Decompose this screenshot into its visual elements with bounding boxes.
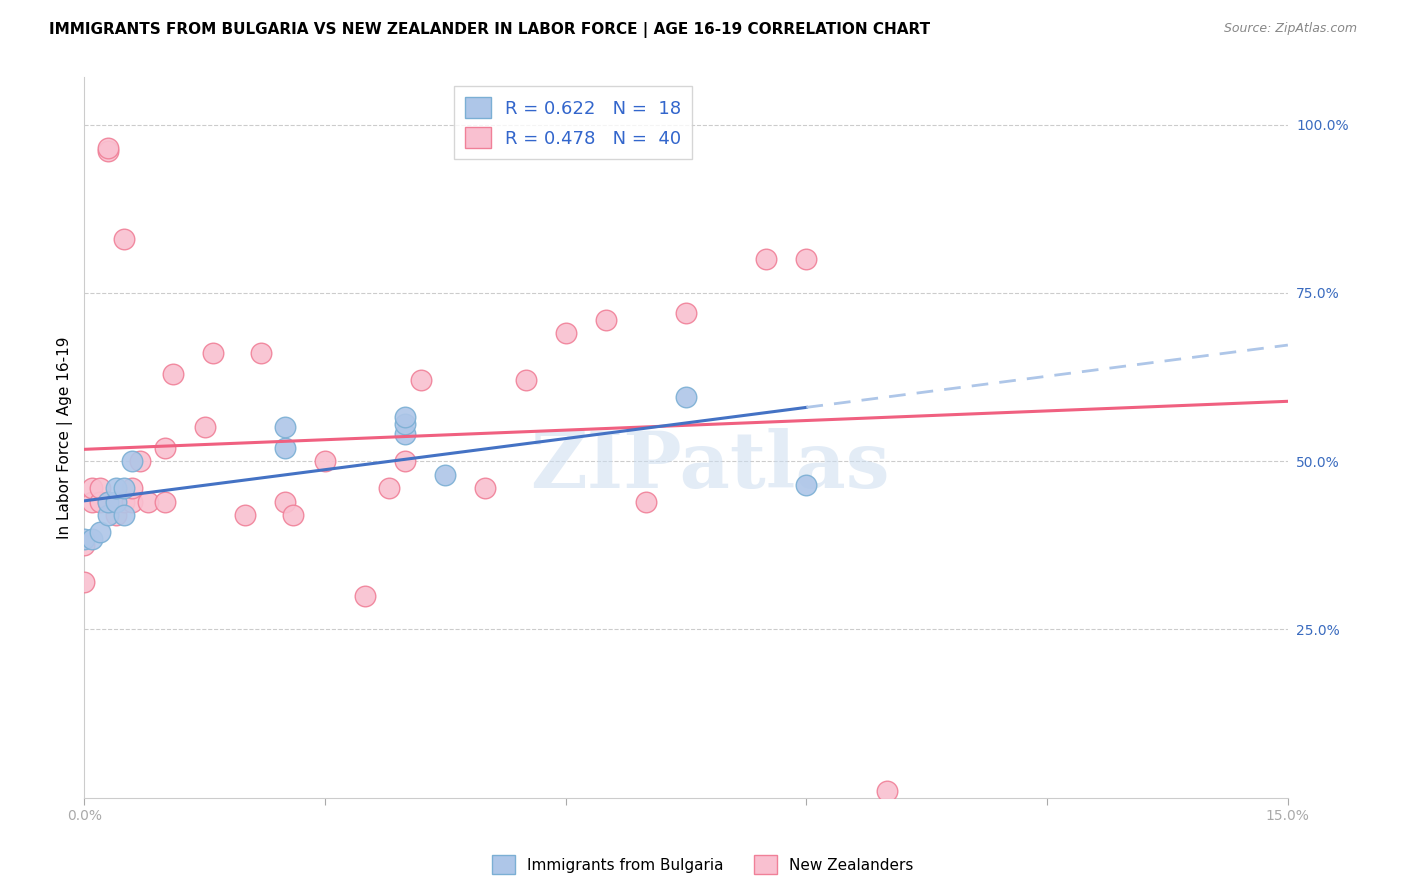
Point <box>201 346 224 360</box>
Point <box>153 441 176 455</box>
Point <box>274 441 297 455</box>
Legend: R = 0.622   N =  18, R = 0.478   N =  40: R = 0.622 N = 18, R = 0.478 N = 40 <box>454 87 692 159</box>
Point <box>434 467 457 482</box>
Point <box>354 589 377 603</box>
Point <box>121 454 143 468</box>
Point <box>82 481 104 495</box>
Point <box>97 145 120 159</box>
Point <box>97 141 120 155</box>
Point <box>515 373 537 387</box>
Point <box>82 532 104 546</box>
Point <box>250 346 273 360</box>
Point <box>105 508 128 522</box>
Point <box>112 481 135 495</box>
Point <box>105 481 128 495</box>
Point <box>121 494 143 508</box>
Point <box>89 494 111 508</box>
Point <box>112 494 135 508</box>
Point <box>129 454 152 468</box>
Point <box>194 420 217 434</box>
Point <box>162 367 184 381</box>
Point <box>97 494 120 508</box>
Point <box>153 494 176 508</box>
Point <box>233 508 256 522</box>
Text: Source: ZipAtlas.com: Source: ZipAtlas.com <box>1223 22 1357 36</box>
Legend: Immigrants from Bulgaria, New Zealanders: Immigrants from Bulgaria, New Zealanders <box>486 849 920 880</box>
Point <box>73 532 96 546</box>
Point <box>121 481 143 495</box>
Point <box>675 306 697 320</box>
Point <box>595 312 617 326</box>
Text: IMMIGRANTS FROM BULGARIA VS NEW ZEALANDER IN LABOR FORCE | AGE 16-19 CORRELATION: IMMIGRANTS FROM BULGARIA VS NEW ZEALANDE… <box>49 22 931 38</box>
Point <box>378 481 401 495</box>
Point <box>73 575 96 590</box>
Point <box>138 494 160 508</box>
Point <box>634 494 657 508</box>
Point <box>755 252 778 267</box>
Point <box>876 784 898 798</box>
Point <box>73 538 96 552</box>
Point <box>82 494 104 508</box>
Point <box>105 494 128 508</box>
Point <box>796 477 818 491</box>
Point <box>394 454 416 468</box>
Point <box>394 417 416 431</box>
Point <box>394 410 416 425</box>
Text: ZIPatlas: ZIPatlas <box>530 428 890 504</box>
Point <box>274 420 297 434</box>
Point <box>281 508 304 522</box>
Point <box>796 252 818 267</box>
Point <box>314 454 336 468</box>
Point <box>105 494 128 508</box>
Point <box>112 508 135 522</box>
Point <box>554 326 576 341</box>
Point <box>112 232 135 246</box>
Point <box>97 508 120 522</box>
Point <box>89 524 111 539</box>
Y-axis label: In Labor Force | Age 16-19: In Labor Force | Age 16-19 <box>58 336 73 539</box>
Point <box>474 481 496 495</box>
Point <box>97 494 120 508</box>
Point <box>675 390 697 404</box>
Point <box>411 373 433 387</box>
Point <box>394 427 416 442</box>
Point <box>89 481 111 495</box>
Point <box>274 494 297 508</box>
